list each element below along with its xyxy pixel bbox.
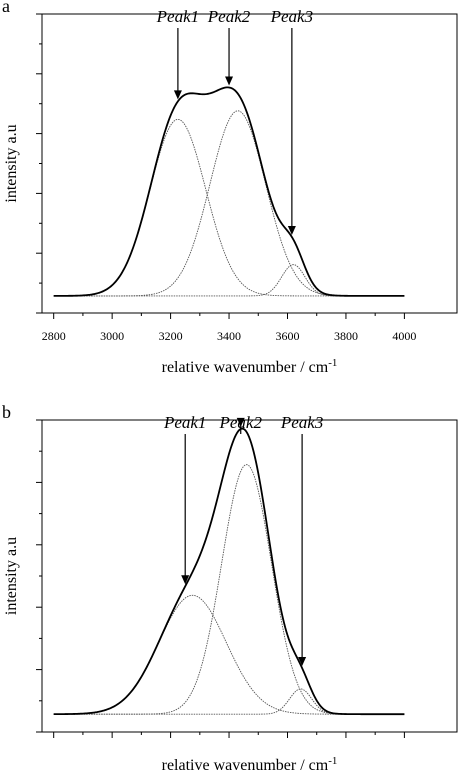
x-axis-title: relative wavenumber / cm-1 [162,357,338,376]
peak-label-2: Peak2 [207,7,251,26]
x-axis-title-main: relative wavenumber / cm [162,359,329,376]
x-tick-label: 4000 [392,329,416,343]
component-curve-peak1 [53,118,405,297]
x-axis-title-main: relative wavenumber / cm [162,757,329,774]
y-axis-title: intensity a.u [3,124,20,202]
x-tick-label: 3000 [100,329,124,343]
peak-arrow-head [173,90,182,100]
y-axis-title: intensity a.u [3,537,20,615]
panel-a: 2800 3000 3200 3400 3600 3800 4000 Peak1 Peak2 Pe… [2,0,458,376]
plot-frame [41,419,458,733]
x-axis-title-sup: -1 [328,357,337,369]
peak-arrow-head [298,657,307,667]
component-curve-peak3 [53,688,405,715]
peak-arrow-head [181,575,190,585]
component-curve-peak2 [53,110,405,297]
peak-label-1: Peak1 [163,413,206,432]
component-curve-peak2 [53,464,405,715]
x-tick-label: 3600 [275,329,299,343]
x-tick-label: 3800 [334,329,358,343]
panel-label: b [2,402,11,422]
peak-label-3: Peak3 [270,7,313,26]
peak-arrow-head [236,417,245,427]
plot-frame [41,13,458,314]
x-tick-label: 3200 [159,329,183,343]
peak-label-3: Peak3 [280,413,323,432]
envelope-curve [53,427,405,716]
component-curve-peak1 [53,594,405,715]
panel-label: a [2,0,10,16]
x-axis-title-sup: -1 [328,755,337,767]
x-tick-label: 3400 [217,329,241,343]
peak-arrow-head [287,226,296,236]
peak-label-1: Peak1 [156,7,199,26]
peak-arrow-head [225,76,234,86]
x-tick-label: 2800 [42,329,66,343]
component-curve-peak3 [53,264,405,297]
envelope-curve [53,86,405,297]
x-axis-title: relative wavenumber / cm-1 [162,755,338,774]
